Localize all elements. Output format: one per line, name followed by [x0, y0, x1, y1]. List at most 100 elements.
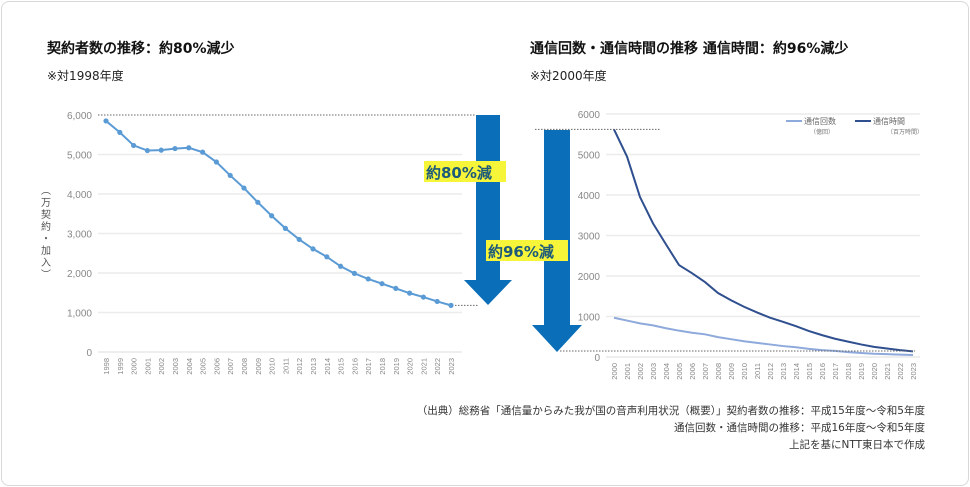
- data-point: [324, 254, 330, 260]
- x-tick-label: 2001: [623, 363, 632, 380]
- x-tick-label: 2006: [212, 358, 221, 375]
- y-tick-label: 5,000: [67, 151, 92, 162]
- data-point: [144, 147, 150, 154]
- x-tick-label: 2005: [199, 358, 208, 375]
- x-tick-label: 2016: [350, 358, 359, 375]
- series-line-2: [613, 128, 914, 353]
- x-tick-label: 2015: [337, 358, 346, 375]
- x-tick-label: 2023: [447, 358, 456, 375]
- x-tick-label: 2011: [753, 363, 762, 379]
- data-point: [213, 159, 219, 165]
- right-chart-title: 通信回数・通信時間の推移 通信時間：約96%減少: [530, 41, 849, 57]
- left-chart-note: ※対1998年度: [47, 69, 124, 83]
- x-tick-label: 2012: [766, 363, 775, 380]
- y-tick-label: 4000: [578, 191, 601, 202]
- data-point: [420, 294, 426, 300]
- data-point: [434, 298, 440, 305]
- y-tick-label: 6000: [578, 110, 601, 121]
- x-tick-label: 2022: [433, 358, 442, 375]
- y-tick-label: 2,000: [67, 269, 92, 280]
- label-96-highlight: [486, 240, 568, 261]
- x-tick-label: 2005: [675, 363, 684, 380]
- x-tick-label: 2022: [896, 363, 905, 380]
- x-tick-label: 2002: [636, 363, 645, 380]
- x-tick-label: 2003: [649, 363, 658, 380]
- y-tick-label: 0: [594, 353, 600, 364]
- data-point: [131, 142, 137, 149]
- x-tick-label: 2012: [295, 358, 304, 375]
- y-tick-label: 3,000: [67, 230, 92, 241]
- data-point: [448, 302, 454, 308]
- x-tick-label: 2014: [792, 363, 801, 380]
- label-80-highlight: [424, 161, 506, 182]
- y-tick-label: 4,000: [67, 190, 92, 201]
- x-tick-label: 2018: [844, 363, 853, 380]
- y-tick-label: 3000: [578, 232, 601, 243]
- data-point: [172, 145, 178, 152]
- x-tick-label: 2009: [254, 358, 263, 375]
- x-tick-label: 2019: [392, 358, 401, 375]
- x-tick-label: 2016: [818, 363, 827, 380]
- data-point: [186, 145, 192, 151]
- data-point: [158, 147, 164, 153]
- data-point: [227, 172, 233, 179]
- legend-unit: （百万時間）: [887, 128, 923, 136]
- x-tick-label: 2003: [171, 358, 180, 375]
- x-tick-label: 2004: [185, 358, 194, 375]
- x-tick-label: 2018: [378, 358, 387, 375]
- left-chart-title: 契約者数の推移：約80%減少: [47, 41, 235, 57]
- data-point: [379, 281, 385, 287]
- x-tick-label: 2000: [130, 358, 139, 375]
- label-80: 約80%減: [426, 164, 492, 182]
- x-tick-label: 2009: [727, 363, 736, 380]
- y-axis-label: （万契約・加入）: [39, 185, 51, 281]
- y-tick-label: 6,000: [67, 111, 92, 122]
- data-point: [296, 236, 302, 243]
- data-point: [241, 185, 247, 191]
- x-tick-label: 2010: [268, 358, 277, 375]
- x-tick-label: 2015: [805, 363, 814, 380]
- x-tick-label: 2021: [883, 363, 892, 380]
- source-line-3: 上記を基にNTT東日本で作成: [789, 439, 925, 451]
- series-line-1: [613, 316, 914, 356]
- data-point: [310, 246, 316, 252]
- data-point: [103, 118, 109, 124]
- x-tick-label: 2023: [909, 363, 918, 380]
- x-tick-label: 2013: [779, 363, 788, 380]
- data-point: [282, 225, 288, 231]
- x-tick-label: 2019: [857, 363, 866, 380]
- reduction-arrows: 約80%減 約96%減: [424, 115, 582, 352]
- legend-label: 通信時間: [873, 116, 905, 126]
- x-tick-label: 2000: [610, 363, 619, 380]
- label-96: 約96%減: [488, 243, 554, 261]
- x-tick-label: 2007: [701, 363, 710, 380]
- right-chart: 0 1000 2000 3000 4000 5000 6000 2000 2001 2002 200…: [535, 110, 923, 380]
- source-line-1: （出典）総務省「通信量からみた我が国の音声利用状況（概要）」契約者数の推移：平成…: [416, 405, 925, 417]
- source-note: （出典）総務省「通信量からみた我が国の音声利用状況（概要）」契約者数の推移：平成…: [417, 403, 925, 454]
- source-line-2: 通信回数・通信時間の推移：平成16年度～令和5年度: [673, 422, 925, 434]
- data-point: [338, 263, 344, 269]
- x-tick-label: 2010: [740, 363, 749, 380]
- data-point: [200, 149, 206, 155]
- arrow-80-icon: [464, 115, 512, 305]
- left-chart: 0 1,000 2,000 3,000 4,000 5,000 6,000 1998 1999 2…: [39, 111, 478, 375]
- legend-unit: （億回）: [810, 128, 834, 136]
- data-point: [393, 285, 399, 292]
- y-tick-label: 2000: [578, 272, 601, 283]
- data-point: [351, 270, 357, 276]
- y-tick-label: 1,000: [67, 309, 92, 320]
- x-tick-label: 2004: [662, 363, 671, 380]
- x-tick-label: 1999: [116, 358, 125, 375]
- x-tick-label: 2008: [714, 363, 723, 380]
- x-tick-label: 2011: [281, 358, 290, 374]
- x-tick-label: 1998: [102, 358, 111, 375]
- x-tick-label: 2020: [870, 363, 879, 380]
- x-tick-label: 2007: [226, 358, 235, 375]
- x-tick-label: 2001: [143, 358, 152, 375]
- x-tick-label: 2008: [240, 358, 249, 375]
- right-chart-note: ※対2000年度: [530, 69, 607, 83]
- data-point: [117, 129, 123, 135]
- x-tick-label: 2021: [419, 358, 428, 375]
- x-tick-label: 2006: [688, 363, 697, 380]
